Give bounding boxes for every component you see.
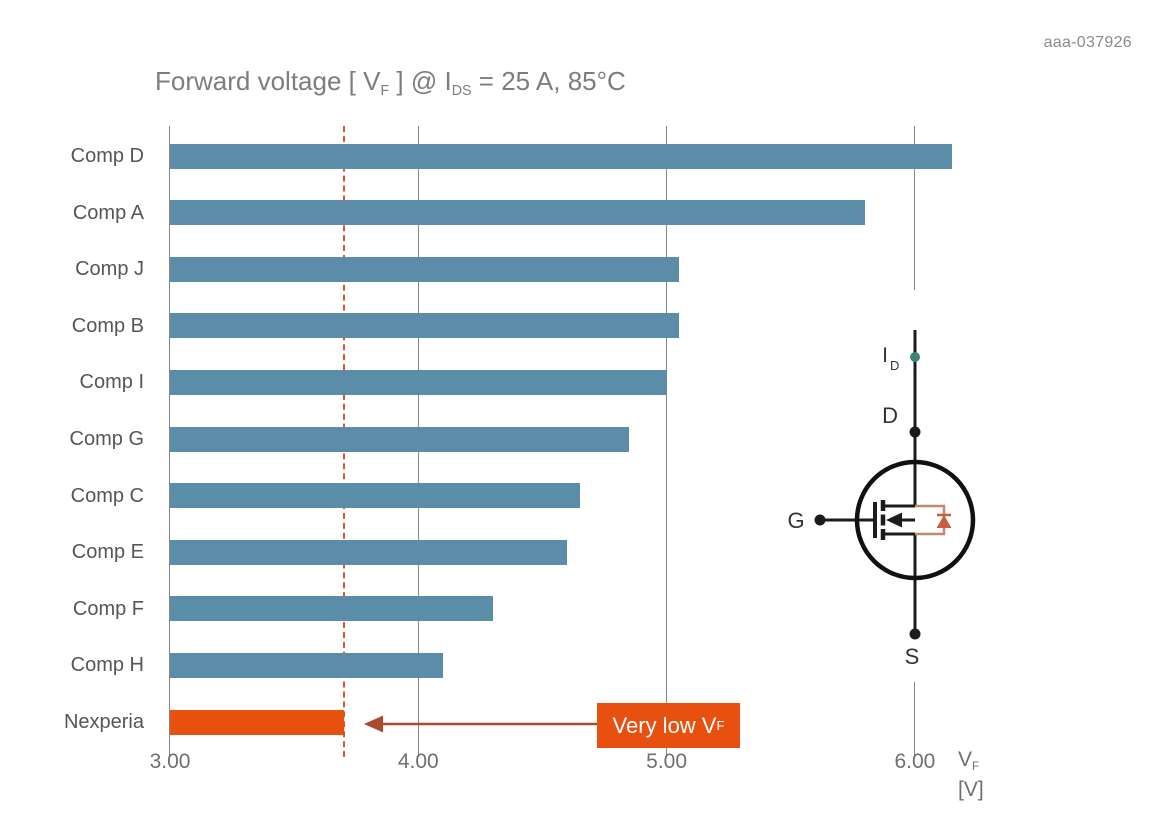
chart-title-suffix: = 25 A, 85°C (471, 66, 626, 96)
drain-label: D (882, 403, 898, 428)
category-label-nexperia: Nexperia (63, 711, 144, 733)
tick-label-6.00: 6.00 (894, 750, 936, 773)
bar-comp-d (170, 143, 953, 169)
tick-label-5.00: 5.00 (646, 750, 688, 773)
current-label: I (882, 344, 888, 367)
transistor-circle (854, 459, 976, 581)
current-sub-label: D (890, 358, 899, 373)
bar-comp-g (170, 426, 630, 452)
category-label-comp-d: Comp D (70, 145, 144, 167)
bar-comp-c (170, 483, 580, 509)
gridline-3.00 (169, 126, 171, 757)
chart-title-sub-ids: DS (451, 83, 472, 99)
category-label-comp-i: Comp I (79, 371, 144, 394)
source-dot (909, 628, 921, 640)
bar-comp-h (170, 652, 444, 678)
document-id: aaa-037926 (1043, 34, 1132, 51)
gate-label: G (787, 508, 804, 533)
bar-nexperia (170, 709, 344, 735)
gridline-5.00 (665, 126, 667, 757)
x-axis-symbol: V (958, 748, 973, 771)
body-arrow (886, 512, 902, 528)
callout-sub: F (716, 718, 725, 733)
x-axis-title: VF (958, 748, 979, 773)
category-label-comp-e: Comp E (71, 541, 144, 564)
tick-label-3.00: 3.00 (149, 750, 191, 773)
x-axis-symbol-sub: F (972, 761, 980, 774)
bar-comp-j (170, 256, 679, 282)
current-direction-dot (910, 352, 920, 362)
x-axis-unit: [V] (958, 778, 984, 801)
chart-title-mid: ] @ I (389, 66, 452, 96)
callout-text: Very low V (612, 712, 717, 738)
body-diode-triangle (936, 515, 952, 528)
arrow-head (364, 715, 383, 733)
gate-dot (814, 514, 826, 526)
category-label-comp-a: Comp A (72, 201, 144, 224)
chart-title-sub-f: F (380, 83, 390, 99)
bar-comp-b (170, 313, 679, 339)
tick-label-4.00: 4.00 (397, 750, 439, 773)
bar-comp-f (170, 596, 493, 622)
category-label-comp-h: Comp H (70, 654, 144, 677)
bar-comp-a (170, 200, 866, 226)
source-label: S (905, 644, 920, 669)
category-label-comp-g: Comp G (69, 428, 144, 450)
annotation-arrow (364, 715, 609, 733)
category-label-comp-f: Comp F (72, 597, 144, 620)
category-label-comp-j: Comp J (75, 258, 144, 281)
category-label-comp-b: Comp B (71, 314, 144, 337)
bar-comp-i (170, 369, 667, 395)
mosfet-circuit-diagram: I D D G S (787, 290, 976, 682)
drain-dot (909, 426, 921, 438)
chart-title: Forward voltage [ VF ] @ IDS = 25 A, 85°… (155, 66, 626, 99)
bar-comp-e (170, 539, 568, 565)
category-label-comp-c: Comp C (70, 484, 144, 507)
chart-title-prefix: Forward voltage [ V (155, 66, 381, 96)
